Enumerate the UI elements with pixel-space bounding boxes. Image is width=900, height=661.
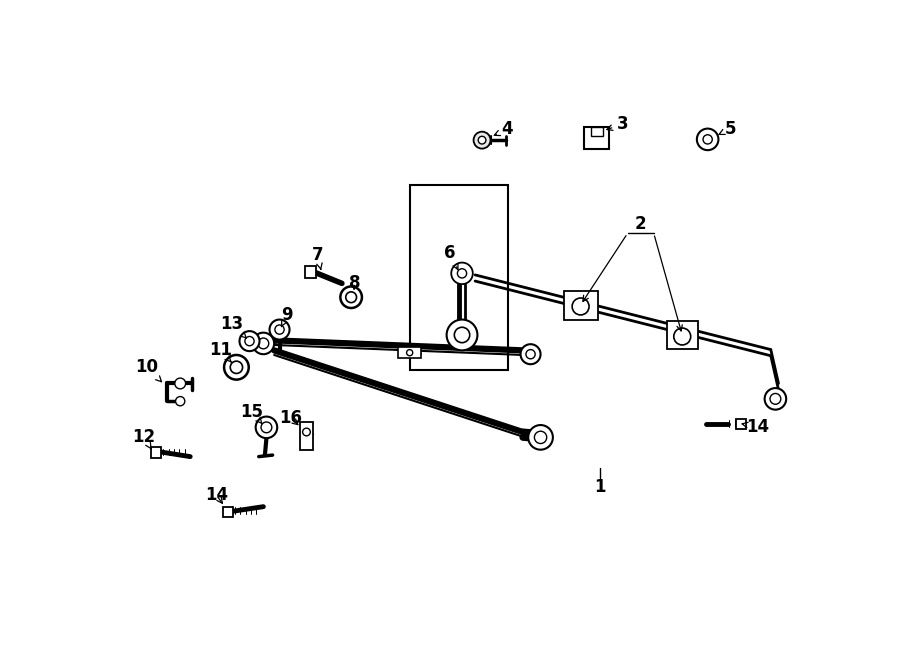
Circle shape	[528, 425, 553, 449]
Circle shape	[176, 397, 184, 406]
Text: 4: 4	[494, 120, 513, 138]
Bar	[398, 347, 421, 358]
Text: 12: 12	[132, 428, 156, 449]
Circle shape	[765, 388, 787, 410]
Circle shape	[457, 269, 466, 278]
Circle shape	[478, 136, 486, 144]
Circle shape	[224, 355, 248, 379]
Text: 8: 8	[349, 274, 361, 292]
Circle shape	[770, 393, 781, 405]
Circle shape	[258, 338, 269, 349]
Text: 2: 2	[634, 215, 646, 233]
Circle shape	[253, 332, 274, 354]
Circle shape	[535, 431, 546, 444]
Bar	[584, 127, 609, 149]
Text: 1: 1	[594, 479, 606, 496]
Text: 16: 16	[279, 409, 302, 427]
Text: 14: 14	[742, 418, 770, 436]
Circle shape	[346, 292, 356, 303]
Circle shape	[245, 336, 254, 346]
Text: 13: 13	[220, 315, 247, 338]
Circle shape	[473, 132, 491, 149]
Text: 10: 10	[136, 358, 161, 382]
Text: 15: 15	[240, 403, 264, 424]
Bar	[222, 507, 232, 518]
Bar	[300, 422, 313, 449]
Bar	[736, 419, 746, 429]
Bar	[410, 185, 508, 370]
Bar	[563, 291, 598, 321]
Circle shape	[340, 286, 362, 308]
Circle shape	[526, 350, 536, 359]
Circle shape	[703, 135, 712, 144]
Bar	[590, 127, 603, 136]
Circle shape	[451, 262, 472, 284]
Circle shape	[175, 378, 185, 389]
Circle shape	[256, 416, 277, 438]
Circle shape	[520, 344, 541, 364]
Circle shape	[261, 422, 272, 433]
Circle shape	[269, 319, 290, 340]
Circle shape	[454, 327, 470, 342]
Text: 14: 14	[205, 486, 228, 504]
Text: 3: 3	[607, 115, 629, 133]
Circle shape	[302, 428, 310, 436]
Text: 9: 9	[282, 306, 293, 327]
Circle shape	[674, 328, 690, 345]
Bar	[667, 321, 698, 349]
Circle shape	[407, 350, 413, 356]
Bar	[151, 447, 161, 458]
Circle shape	[697, 129, 718, 150]
Circle shape	[274, 325, 284, 334]
Circle shape	[239, 331, 259, 351]
Text: 5: 5	[719, 120, 736, 137]
Text: 6: 6	[444, 243, 458, 270]
Circle shape	[572, 298, 590, 315]
Circle shape	[446, 319, 477, 350]
Text: 11: 11	[209, 341, 231, 362]
Text: 7: 7	[311, 246, 323, 270]
Bar	[305, 266, 316, 278]
Circle shape	[230, 361, 243, 373]
